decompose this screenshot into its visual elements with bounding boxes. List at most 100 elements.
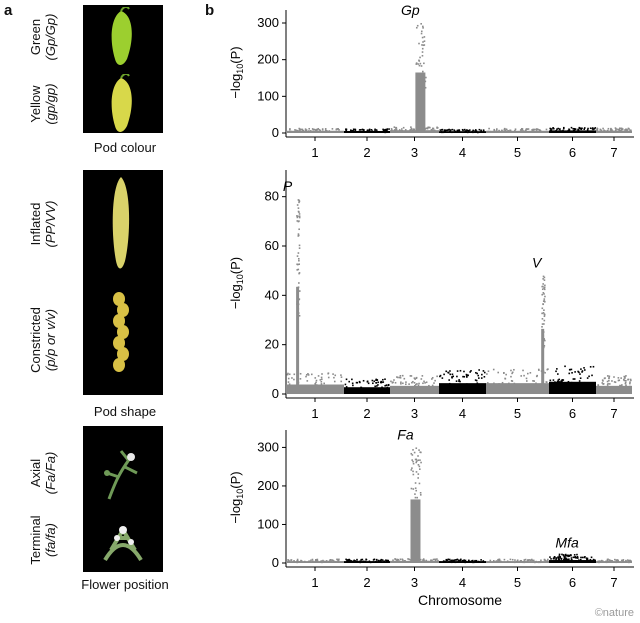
snp-point bbox=[299, 372, 302, 375]
snp-point bbox=[470, 370, 472, 372]
snp-point bbox=[486, 373, 488, 375]
snp-point bbox=[550, 129, 552, 131]
group-caption: Pod shape bbox=[93, 404, 157, 419]
snp-point bbox=[330, 560, 333, 563]
peak-point bbox=[296, 306, 299, 309]
peak-point bbox=[415, 489, 418, 492]
snp-point bbox=[555, 557, 557, 559]
snp-point bbox=[561, 553, 563, 556]
peak-point bbox=[543, 279, 546, 281]
snp-point bbox=[317, 375, 320, 377]
snp-point bbox=[579, 127, 582, 130]
peak-point bbox=[297, 215, 299, 218]
snp-point bbox=[576, 383, 579, 386]
snp-point bbox=[439, 375, 441, 378]
snp-point bbox=[349, 559, 351, 562]
snp-point bbox=[301, 131, 304, 133]
snp-point bbox=[566, 558, 568, 561]
snp-point bbox=[316, 559, 318, 561]
snp-point bbox=[585, 557, 588, 559]
snp-point bbox=[305, 375, 307, 378]
snp-point bbox=[439, 374, 442, 377]
snp-point bbox=[422, 560, 425, 563]
peak-point bbox=[415, 503, 418, 505]
snp-point bbox=[475, 561, 478, 563]
snp-point bbox=[398, 387, 401, 390]
snp-point bbox=[455, 559, 458, 561]
peak-point bbox=[415, 63, 418, 65]
snp-point bbox=[583, 367, 585, 369]
snp-point bbox=[336, 128, 338, 130]
snp-point bbox=[509, 558, 512, 561]
snp-point bbox=[596, 127, 598, 130]
snp-point bbox=[546, 381, 548, 383]
snp-point bbox=[333, 560, 336, 563]
snp-point bbox=[619, 384, 621, 387]
snp-point bbox=[453, 131, 456, 133]
snp-point bbox=[298, 127, 301, 130]
snp-point bbox=[397, 558, 399, 561]
snp-point bbox=[622, 131, 624, 133]
snp-point bbox=[345, 558, 347, 561]
snp-point bbox=[523, 559, 526, 561]
snp-point bbox=[492, 559, 495, 562]
snp-point bbox=[402, 559, 404, 561]
snp-point bbox=[480, 129, 482, 132]
snp-point bbox=[535, 382, 537, 385]
peak-point bbox=[419, 56, 421, 59]
snp-point bbox=[423, 559, 425, 562]
peak-point bbox=[420, 461, 422, 464]
peak-point bbox=[543, 309, 545, 311]
peak-point bbox=[412, 460, 414, 463]
snp-point bbox=[360, 558, 363, 561]
snp-point bbox=[475, 384, 477, 386]
snp-point bbox=[574, 130, 577, 133]
snp-point bbox=[459, 559, 462, 562]
snp-point bbox=[475, 559, 478, 562]
snp-point bbox=[505, 383, 508, 386]
peak-point bbox=[418, 482, 421, 485]
snp-point bbox=[620, 384, 623, 387]
peak-column bbox=[541, 328, 545, 394]
snp-point bbox=[586, 131, 589, 133]
snp-point bbox=[628, 561, 630, 564]
snp-point bbox=[620, 559, 623, 562]
peak-point bbox=[543, 293, 545, 295]
snp-point bbox=[603, 386, 606, 389]
snp-point bbox=[314, 377, 317, 379]
peak-point bbox=[543, 323, 545, 325]
snp-point bbox=[302, 129, 304, 132]
snp-point bbox=[375, 129, 378, 131]
snp-point bbox=[354, 387, 357, 390]
snp-point bbox=[413, 381, 416, 384]
snp-point bbox=[533, 561, 535, 563]
snp-point bbox=[525, 377, 528, 380]
snp-point bbox=[575, 560, 578, 563]
snp-point bbox=[375, 382, 378, 384]
snp-point bbox=[581, 127, 583, 130]
snp-point bbox=[501, 381, 504, 384]
snp-point bbox=[287, 561, 290, 563]
snp-point bbox=[581, 371, 583, 373]
peak-point bbox=[543, 345, 546, 347]
snp-point bbox=[384, 384, 386, 387]
snp-point bbox=[428, 386, 431, 389]
snp-point bbox=[563, 555, 565, 558]
snp-point bbox=[464, 559, 467, 562]
snp-point bbox=[560, 382, 563, 384]
snp-point bbox=[603, 129, 605, 132]
snp-point bbox=[463, 375, 466, 378]
snp-point bbox=[587, 127, 589, 130]
peak-point bbox=[297, 207, 300, 209]
snp-point bbox=[618, 129, 621, 132]
peak-top-point bbox=[542, 275, 545, 278]
peak-point bbox=[412, 473, 415, 476]
snp-point bbox=[550, 130, 553, 132]
peak-point bbox=[297, 252, 300, 254]
snp-point bbox=[455, 380, 458, 382]
x-tick-label: 6 bbox=[569, 145, 576, 160]
snp-point bbox=[624, 560, 627, 563]
peak-point bbox=[415, 471, 418, 473]
snp-point bbox=[526, 128, 529, 130]
peak-point bbox=[416, 501, 419, 503]
